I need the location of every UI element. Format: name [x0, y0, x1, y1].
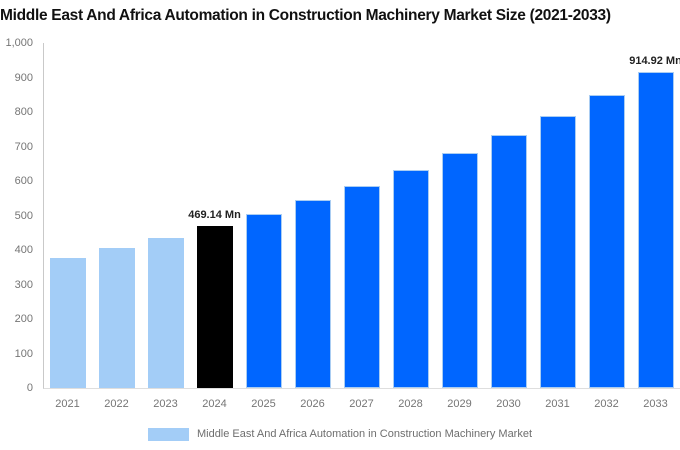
bar-2026	[294, 200, 331, 388]
y-tick-label: 0	[26, 382, 33, 394]
bar-2029	[441, 153, 478, 388]
bar-2023	[147, 237, 184, 388]
x-tick-label-2033: 2033	[643, 398, 668, 410]
y-tick-label: 500	[14, 209, 33, 222]
x-tick-label-2026: 2026	[300, 398, 325, 410]
y-tick-label: 100	[14, 347, 33, 360]
bar-2021	[49, 258, 86, 388]
y-tick-label: 1,000	[5, 37, 33, 49]
bar-2032	[588, 94, 625, 388]
x-tick-label-2032: 2032	[594, 398, 619, 410]
x-tick-label-2023: 2023	[153, 398, 178, 410]
chart-title: Middle East And Africa Automation in Con…	[0, 7, 611, 24]
x-tick-label-2028: 2028	[398, 398, 423, 410]
legend-label: Middle East And Africa Automation in Con…	[196, 428, 533, 440]
y-tick-label: 400	[14, 244, 33, 256]
x-tick-label-2022: 2022	[104, 398, 129, 410]
y-tick-label: 200	[14, 313, 33, 325]
y-tick-label: 900	[14, 71, 33, 84]
bar-2028	[392, 170, 429, 388]
x-tick-label-2029: 2029	[447, 398, 472, 410]
x-tick-label-2024: 2024	[202, 398, 227, 410]
bar-2027	[343, 185, 380, 388]
y-tick-label: 700	[14, 140, 33, 153]
bar-2022	[98, 248, 135, 388]
bar-2033	[637, 72, 674, 388]
bar-2031	[539, 115, 576, 388]
x-tick-label-2031: 2031	[545, 398, 570, 410]
legend: Middle East And Africa Automation in Con…	[0, 426, 680, 442]
bar-2025	[245, 213, 282, 388]
y-tick-label: 600	[14, 175, 33, 187]
y-tick-label: 300	[14, 278, 33, 291]
bar-2030	[490, 135, 527, 388]
bar-2024	[196, 226, 233, 388]
y-tick-label: 800	[14, 106, 33, 118]
x-tick-label-2030: 2030	[496, 398, 521, 410]
plot-area	[43, 43, 680, 389]
data-label-2024: 469.14 Mn	[188, 209, 241, 222]
legend-swatch	[147, 427, 189, 441]
x-tick-label-2025: 2025	[251, 398, 276, 410]
x-tick-label-2021: 2021	[55, 398, 80, 410]
data-label-2033: 914.92 Mn	[629, 55, 680, 68]
x-tick-label-2027: 2027	[349, 398, 374, 410]
